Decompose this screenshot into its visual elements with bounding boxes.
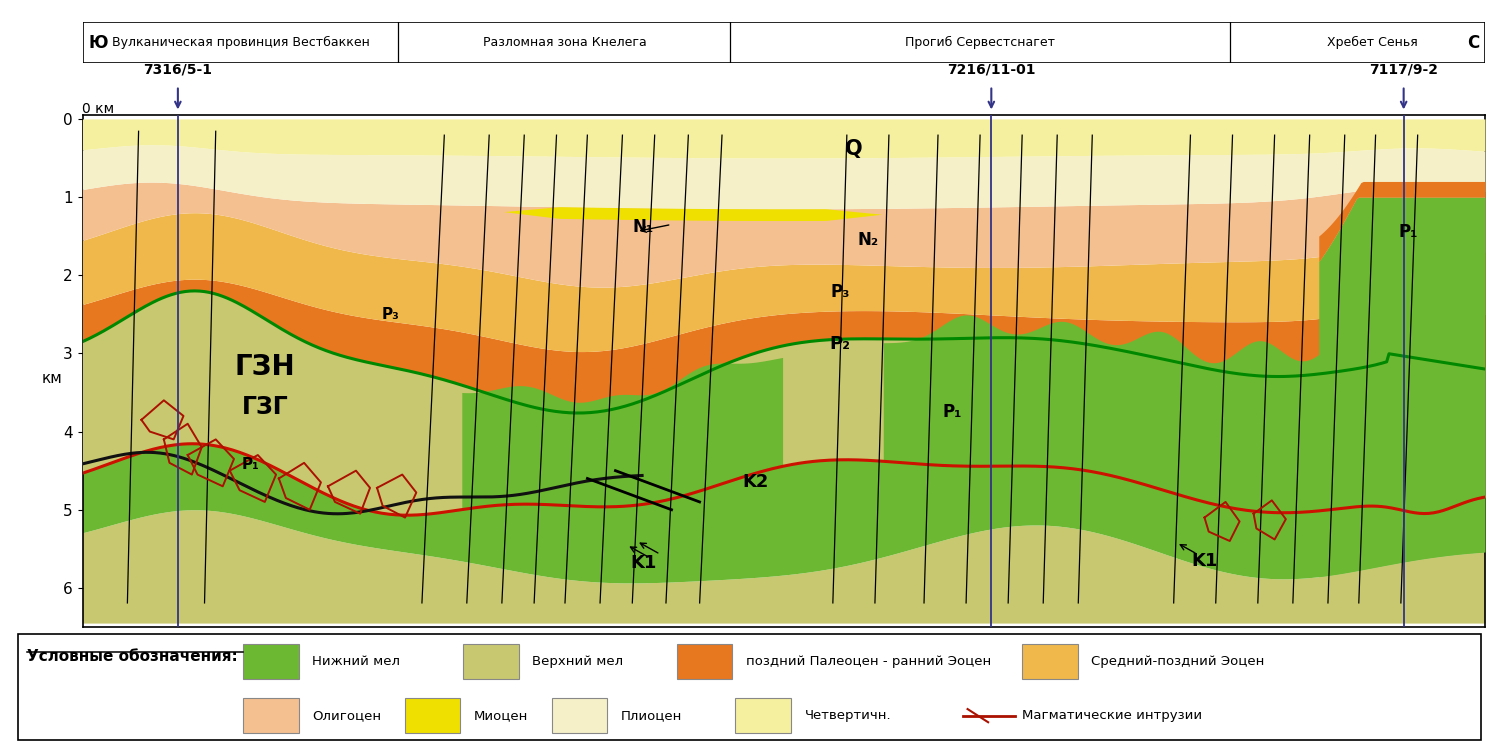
FancyBboxPatch shape bbox=[18, 634, 1480, 740]
Y-axis label: км: км bbox=[42, 371, 63, 386]
Text: Прогиб Сервестснагет: Прогиб Сервестснагет bbox=[904, 36, 1054, 49]
Text: P₁: P₁ bbox=[1398, 223, 1417, 241]
FancyBboxPatch shape bbox=[82, 22, 1485, 63]
Text: Условные обозначения:: Условные обозначения: bbox=[27, 649, 237, 663]
FancyBboxPatch shape bbox=[243, 698, 298, 733]
Text: ГЗГ: ГЗГ bbox=[242, 395, 288, 418]
Text: С: С bbox=[1467, 33, 1479, 52]
FancyBboxPatch shape bbox=[552, 698, 608, 733]
Text: Хребет Сенья: Хребет Сенья bbox=[1328, 36, 1418, 49]
Text: K1: K1 bbox=[630, 554, 657, 572]
Text: Плиоцен: Плиоцен bbox=[621, 709, 682, 722]
Text: Миоцен: Миоцен bbox=[474, 709, 528, 722]
Text: P₁: P₁ bbox=[942, 403, 962, 421]
FancyBboxPatch shape bbox=[735, 698, 790, 733]
Text: Средний-поздний Эоцен: Средний-поздний Эоцен bbox=[1090, 655, 1264, 669]
Text: 7117/9-2: 7117/9-2 bbox=[1370, 62, 1438, 76]
Text: 0 км: 0 км bbox=[82, 102, 114, 116]
FancyBboxPatch shape bbox=[1022, 644, 1078, 680]
Text: N₂: N₂ bbox=[858, 231, 879, 249]
FancyBboxPatch shape bbox=[464, 644, 519, 680]
FancyBboxPatch shape bbox=[676, 644, 732, 680]
Text: поздний Палеоцен - ранний Эоцен: поздний Палеоцен - ранний Эоцен bbox=[746, 655, 992, 669]
Text: Вулканическая провинция Вестбаккен: Вулканическая провинция Вестбаккен bbox=[112, 36, 370, 49]
Text: Ю: Ю bbox=[88, 33, 108, 52]
Text: 7316/5-1: 7316/5-1 bbox=[144, 62, 213, 76]
Text: Верхний мел: Верхний мел bbox=[532, 655, 624, 669]
Text: P₁: P₁ bbox=[242, 457, 260, 472]
Text: Нижний мел: Нижний мел bbox=[312, 655, 401, 669]
FancyBboxPatch shape bbox=[405, 698, 460, 733]
Text: P₂: P₂ bbox=[830, 335, 850, 353]
Text: Разломная зона Кнелега: Разломная зона Кнелега bbox=[483, 36, 646, 49]
Text: ГЗН: ГЗН bbox=[234, 353, 296, 381]
FancyBboxPatch shape bbox=[243, 644, 298, 680]
Text: P₃: P₃ bbox=[382, 307, 400, 322]
Text: K2: K2 bbox=[742, 473, 770, 491]
Text: K1: K1 bbox=[1191, 551, 1218, 570]
Text: Q: Q bbox=[844, 139, 862, 159]
Text: 7216/11-01: 7216/11-01 bbox=[946, 62, 1035, 76]
Text: N₁: N₁ bbox=[633, 218, 654, 236]
Text: Четвертичн.: Четвертичн. bbox=[804, 709, 891, 722]
Text: P₃: P₃ bbox=[830, 283, 849, 301]
Text: Магматические интрузии: Магматические интрузии bbox=[1022, 709, 1202, 722]
Text: Олигоцен: Олигоцен bbox=[312, 709, 381, 722]
